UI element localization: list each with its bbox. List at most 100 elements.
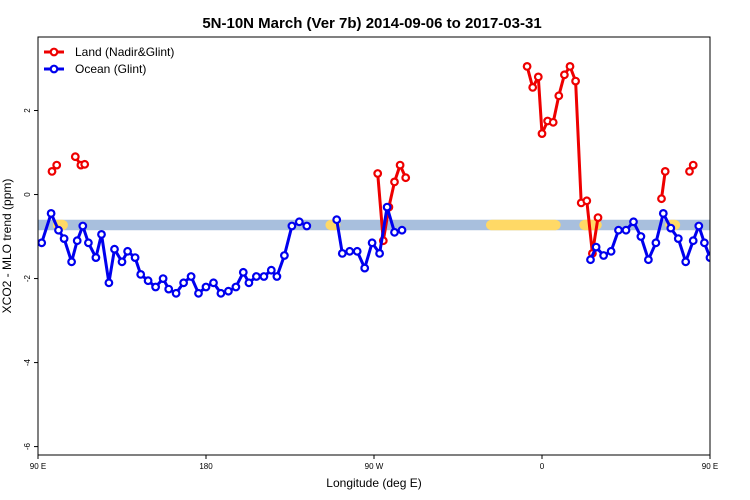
data-point-1-2-16 xyxy=(700,238,709,248)
reference-band xyxy=(38,219,710,231)
data-point-0-0-0 xyxy=(47,166,57,176)
data-point-1-0-37 xyxy=(294,217,304,227)
data-point-0-3-0 xyxy=(522,62,532,71)
data-point-0-3-7 xyxy=(560,70,569,80)
x-tick-label-2: 90 W xyxy=(365,462,384,471)
data-point-0-2-0 xyxy=(373,169,383,178)
data-point-1-2-11 xyxy=(666,223,676,233)
data-point-0-5-0 xyxy=(685,166,694,176)
y-tick-label-2: -2 xyxy=(23,274,32,282)
data-point-1-2-21 xyxy=(735,259,742,266)
data-point-1-0-7 xyxy=(83,238,93,248)
y-axis-label: XCO2 - MLO trend (ppm) xyxy=(0,179,14,314)
chart-title: 5N-10N March (Ver 7b) 2014-09-06 to 2017… xyxy=(202,15,541,32)
data-point-1-1-2 xyxy=(345,246,355,256)
legend: Land (Nadir&Glint) Ocean (Glint) xyxy=(44,45,174,76)
data-point-1-2-7 xyxy=(636,232,646,241)
x-tick-label-3: 0 xyxy=(540,462,545,471)
data-point-1-0-36 xyxy=(287,221,297,231)
data-point-1-0-2 xyxy=(54,225,63,235)
data-point-1-0-32 xyxy=(259,272,269,281)
data-point-0-3-2 xyxy=(533,72,543,82)
data-point-1-2-2 xyxy=(599,251,608,260)
data-point-1-0-12 xyxy=(117,257,127,267)
data-point-1-0-20 xyxy=(171,288,181,298)
data-point-1-0-17 xyxy=(151,282,161,292)
data-point-0-3-5 xyxy=(548,117,558,127)
data-point-0-6-1 xyxy=(718,162,725,169)
y-tick-label-0: -6 xyxy=(23,442,32,450)
data-point-1-1-3 xyxy=(352,246,362,256)
legend-land-marker xyxy=(49,47,59,57)
y-tick-label-4: 2 xyxy=(23,108,32,113)
data-point-1-2-20 xyxy=(727,246,734,253)
data-point-1-0-29 xyxy=(238,267,248,277)
shaded-region-2 xyxy=(486,219,561,231)
data-point-1-0-18 xyxy=(158,274,168,284)
data-point-1-0-14 xyxy=(130,253,140,263)
data-point-1-0-38 xyxy=(302,221,312,231)
data-point-0-2-3 xyxy=(390,177,399,187)
y-tick-label-1: -4 xyxy=(23,358,32,366)
data-point-1-0-33 xyxy=(266,265,276,275)
data-point-1-0-34 xyxy=(272,272,282,281)
data-point-1-2-13 xyxy=(681,257,691,267)
data-point-1-0-35 xyxy=(280,251,289,260)
data-point-0-3-13 xyxy=(593,213,603,223)
data-point-1-0-25 xyxy=(209,278,218,288)
x-tick-label-0: 90 E xyxy=(30,462,46,471)
data-point-0-1-2 xyxy=(80,159,90,169)
data-point-1-1-4 xyxy=(360,263,370,273)
data-point-1-2-9 xyxy=(651,238,661,248)
data-point-1-2-19 xyxy=(722,280,729,287)
x-axis-label: Longitude (deg E) xyxy=(326,476,421,490)
band-layer xyxy=(38,219,710,231)
data-point-1-2-1 xyxy=(591,242,601,252)
data-point-1-0-26 xyxy=(216,288,226,298)
data-point-1-1-7 xyxy=(382,202,392,212)
data-point-1-0-4 xyxy=(67,257,76,267)
data-point-1-0-11 xyxy=(110,244,119,254)
data-point-0-3-9 xyxy=(571,76,580,86)
legend-land-label: Land (Nadir&Glint) xyxy=(75,45,174,59)
series-land xyxy=(47,62,729,258)
data-point-1-2-14 xyxy=(688,236,698,246)
data-point-0-3-8 xyxy=(565,62,575,71)
data-point-1-2-22 xyxy=(740,248,747,255)
data-point-1-0-22 xyxy=(186,272,196,281)
data-point-1-1-5 xyxy=(367,238,377,248)
data-point-1-2-6 xyxy=(629,217,638,227)
series-line-0-6 xyxy=(716,157,725,165)
data-point-0-5-1 xyxy=(688,160,698,170)
data-point-1-0-1 xyxy=(46,208,56,218)
data-point-0-3-11 xyxy=(582,196,592,206)
data-point-1-0-0 xyxy=(38,238,47,248)
y-tick-label-3: 0 xyxy=(23,192,32,197)
data-point-0-1-0 xyxy=(70,152,80,162)
data-point-1-0-5 xyxy=(72,236,82,246)
data-point-1-2-12 xyxy=(673,234,683,244)
data-point-1-1-9 xyxy=(397,225,407,235)
data-point-1-2-8 xyxy=(644,255,653,265)
data-point-1-0-28 xyxy=(231,282,241,292)
data-point-1-0-27 xyxy=(223,286,233,296)
data-point-0-6-2 xyxy=(722,161,729,168)
legend-ocean-marker xyxy=(49,64,59,74)
data-point-1-0-30 xyxy=(244,278,254,288)
data-point-1-2-5 xyxy=(621,225,631,235)
data-point-1-2-0 xyxy=(586,255,595,265)
series-ocean xyxy=(38,202,747,298)
data-point-1-0-24 xyxy=(201,282,211,292)
data-point-1-0-23 xyxy=(194,288,203,298)
y-axis-ticks: -6 -4 -2 0 2 xyxy=(23,108,38,450)
data-point-1-2-3 xyxy=(606,246,616,256)
data-point-1-0-6 xyxy=(78,221,88,231)
data-point-1-1-6 xyxy=(375,248,385,258)
data-point-0-4-0 xyxy=(657,194,666,204)
data-point-0-4-1 xyxy=(660,166,670,176)
data-point-1-0-8 xyxy=(91,253,101,263)
data-point-1-1-8 xyxy=(390,227,399,237)
data-point-1-0-19 xyxy=(164,284,174,294)
data-point-1-0-16 xyxy=(143,276,153,286)
